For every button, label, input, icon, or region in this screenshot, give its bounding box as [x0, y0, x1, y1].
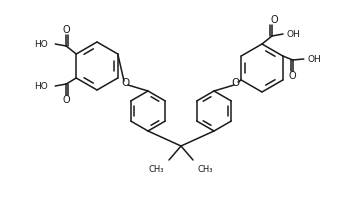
- Text: O: O: [62, 25, 70, 35]
- Text: O: O: [62, 95, 70, 105]
- Text: O: O: [122, 78, 130, 88]
- Text: O: O: [232, 78, 240, 88]
- Text: HO: HO: [34, 39, 48, 49]
- Text: OH: OH: [308, 54, 321, 64]
- Text: CH₃: CH₃: [198, 165, 214, 174]
- Text: O: O: [289, 71, 296, 81]
- Text: CH₃: CH₃: [148, 165, 164, 174]
- Text: OH: OH: [287, 30, 301, 38]
- Text: HO: HO: [34, 81, 48, 91]
- Text: O: O: [270, 15, 278, 25]
